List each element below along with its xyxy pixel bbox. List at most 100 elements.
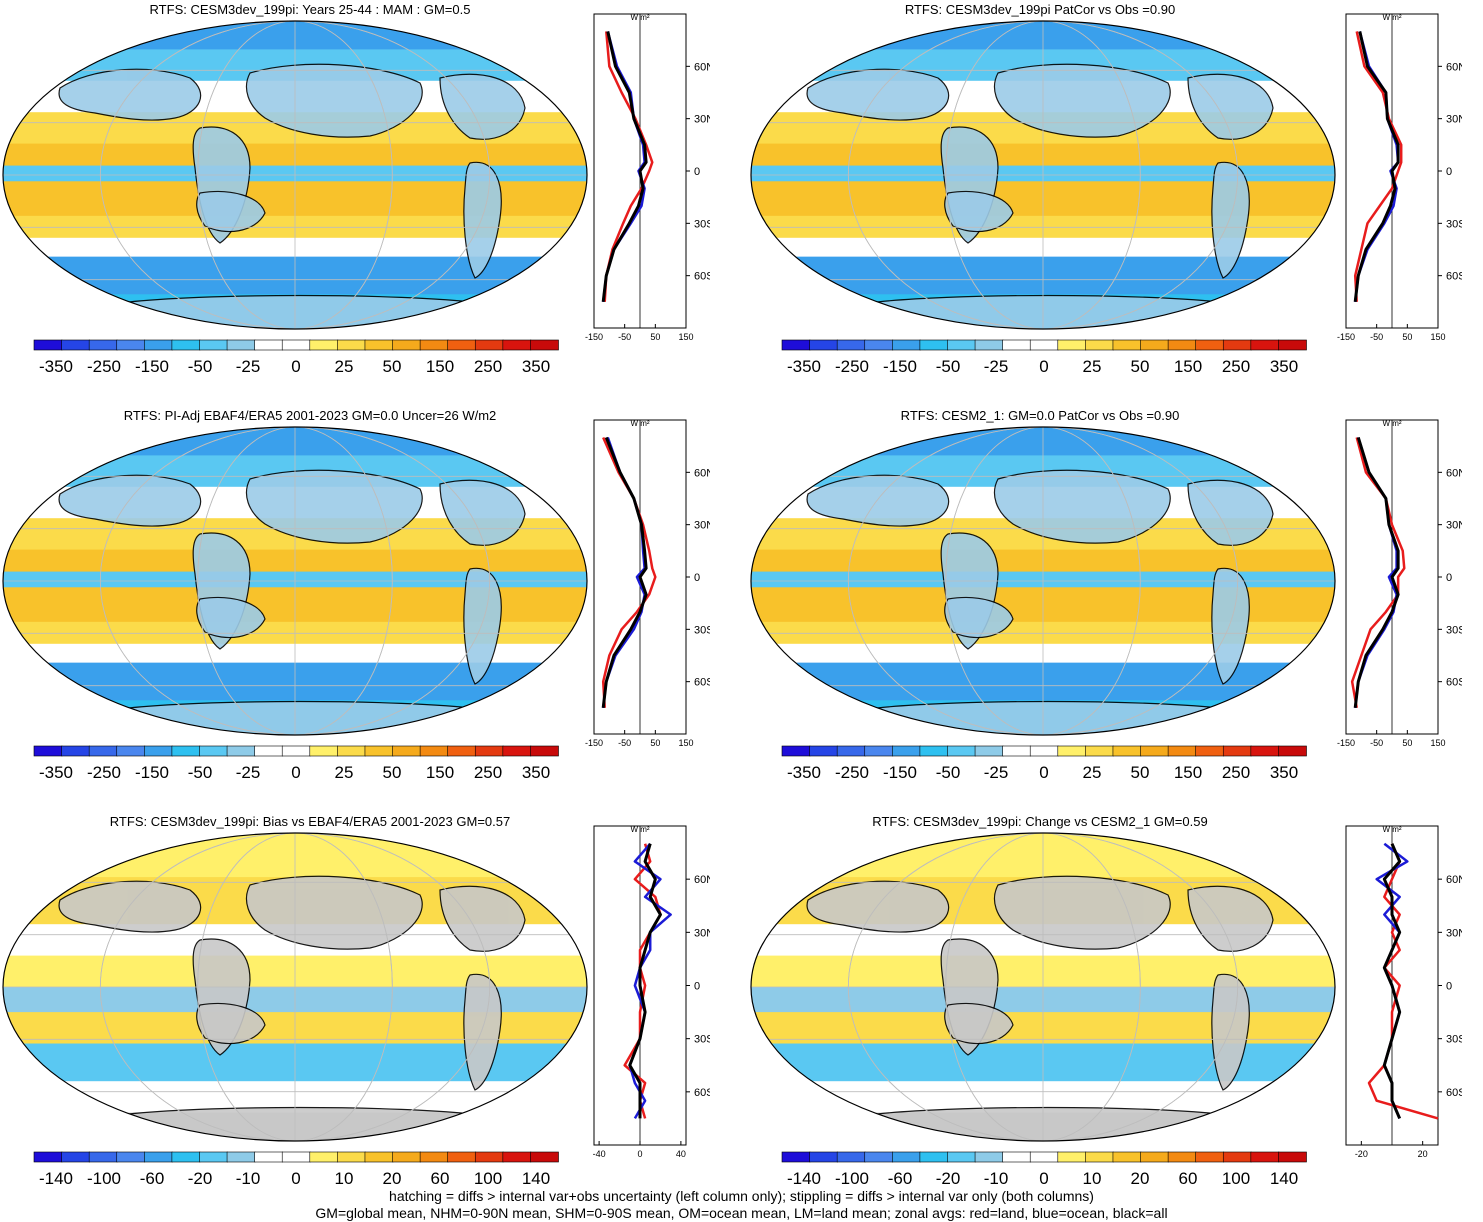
colorbar-swatch	[475, 340, 503, 350]
panel-title-1: RTFS: CESM3dev_199pi: Years 25-44 : MAM …	[30, 2, 590, 17]
colorbar-swatch	[1251, 1152, 1279, 1162]
colorbar-swatch	[503, 340, 531, 350]
map-field	[0, 830, 590, 1144]
colorbar-swatch	[1278, 1152, 1306, 1162]
colorbar-label: -50	[188, 763, 213, 782]
colorbar-swatch	[282, 746, 310, 756]
colorbar-swatch	[810, 1152, 838, 1162]
panel-title-4: RTFS: CESM2_1: GM=0.0 PatCor vs Obs =0.9…	[760, 408, 1320, 423]
colorbar-label: 140	[522, 1169, 550, 1188]
x-tick-label: 50	[650, 738, 660, 748]
colorbar-swatch	[1223, 1152, 1251, 1162]
colorbar-label: -250	[835, 763, 869, 782]
colorbar-swatch	[448, 746, 476, 756]
colorbar-swatch	[62, 746, 90, 756]
colorbar-swatch	[1141, 1152, 1169, 1162]
colorbar-swatch	[62, 340, 90, 350]
colorbar-label: 0	[291, 357, 300, 376]
colorbar-swatch	[920, 746, 948, 756]
x-tick-label: -150	[585, 738, 603, 748]
colorbar-swatch	[865, 340, 893, 350]
colorbar-swatch	[34, 1152, 62, 1162]
lat-label: 60S	[694, 1087, 710, 1099]
colorbar-swatch	[892, 1152, 920, 1162]
colorbar-swatch	[1085, 1152, 1113, 1162]
colorbar-swatch	[1196, 1152, 1224, 1162]
colorbar-swatch	[1030, 746, 1058, 756]
colorbar-swatch	[1168, 340, 1196, 350]
colorbar-label: 250	[1222, 357, 1250, 376]
colorbar-swatch	[1113, 746, 1141, 756]
colorbar-swatch	[947, 1152, 975, 1162]
lat-label: 30S	[1446, 624, 1462, 636]
lat-label: 60N	[694, 61, 710, 73]
colorbar-swatch	[337, 746, 365, 756]
colorbar-label: 60	[1179, 1169, 1198, 1188]
units-label: W m²	[1382, 419, 1401, 428]
colorbar-label: 150	[426, 357, 454, 376]
colorbar-swatch	[448, 340, 476, 350]
colorbar-swatch	[1223, 340, 1251, 350]
units-label: W m²	[630, 825, 649, 834]
colorbar-swatch	[1251, 746, 1279, 756]
lat-label: 60S	[694, 677, 710, 689]
colorbar-swatch	[227, 1152, 255, 1162]
colorbar-swatch	[1141, 340, 1169, 350]
colorbar-swatch	[393, 1152, 421, 1162]
lat-label: 30S	[694, 218, 710, 230]
colorbar-label: 50	[1131, 763, 1150, 782]
x-tick-label: -40	[593, 1149, 606, 1159]
units-label: W m²	[1382, 825, 1401, 834]
units-label: W m²	[630, 419, 649, 428]
colorbar-swatch	[365, 746, 393, 756]
colorbar-swatch	[1223, 746, 1251, 756]
colorbar-swatch	[34, 746, 62, 756]
continent-6	[868, 702, 1228, 739]
lat-label: 60S	[1446, 271, 1462, 283]
colorbar-swatch	[1141, 746, 1169, 756]
x-tick-label: 50	[650, 332, 660, 342]
colorbar-label: 10	[335, 1169, 354, 1188]
panel-title-3: RTFS: PI-Adj EBAF4/ERA5 2001-2023 GM=0.0…	[30, 408, 590, 423]
colorbar-label: 100	[1222, 1169, 1250, 1188]
colorbar-label: -60	[888, 1169, 913, 1188]
colorbar-label: -50	[936, 357, 961, 376]
colorbar-swatch	[782, 1152, 810, 1162]
lat-label: 30S	[694, 624, 710, 636]
colorbar-swatch	[1278, 340, 1306, 350]
colorbar-label: -150	[135, 357, 169, 376]
continent-6	[868, 296, 1228, 333]
colorbar-label: -140	[39, 1169, 73, 1188]
lat-label: 30N	[694, 520, 710, 532]
colorbar-swatch	[227, 746, 255, 756]
lat-label: 0	[694, 981, 700, 993]
colorbar-swatch	[199, 340, 227, 350]
colorbar-label: -150	[135, 763, 169, 782]
lat-label: 60N	[694, 874, 710, 886]
colorbar-swatch	[89, 746, 117, 756]
colorbar-swatch	[337, 1152, 365, 1162]
x-tick-label: 40	[676, 1149, 686, 1159]
colorbar-label: -350	[787, 357, 821, 376]
lat-label: 60S	[1446, 677, 1462, 689]
x-tick-label: -150	[1337, 738, 1355, 748]
lat-label: 30N	[694, 927, 710, 939]
lat-label: 60S	[1446, 1087, 1462, 1099]
map-field	[748, 830, 1338, 1144]
units-label: W m²	[630, 13, 649, 22]
colorbar-swatch	[420, 340, 448, 350]
colorbar-label: 25	[1083, 357, 1102, 376]
colorbar-label: -20	[188, 1169, 213, 1188]
colorbar-label: 10	[1083, 1169, 1102, 1188]
colorbar-swatch	[810, 340, 838, 350]
colorbar-label: 100	[474, 1169, 502, 1188]
colorbar-label: 25	[1083, 763, 1102, 782]
lat-label: 30N	[1446, 927, 1462, 939]
colorbar-label: 50	[383, 763, 402, 782]
colorbar-swatch	[1003, 746, 1031, 756]
colorbar-swatch	[947, 340, 975, 350]
